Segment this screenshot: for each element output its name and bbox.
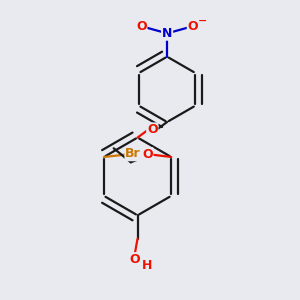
Text: O: O bbox=[136, 20, 147, 33]
Text: O: O bbox=[129, 253, 140, 266]
Text: O: O bbox=[188, 20, 198, 33]
Text: Br: Br bbox=[125, 147, 141, 161]
Text: N: N bbox=[162, 27, 172, 40]
Text: O: O bbox=[147, 123, 158, 136]
Text: H: H bbox=[142, 259, 153, 272]
Text: −: − bbox=[198, 16, 207, 26]
Text: O: O bbox=[142, 148, 153, 161]
